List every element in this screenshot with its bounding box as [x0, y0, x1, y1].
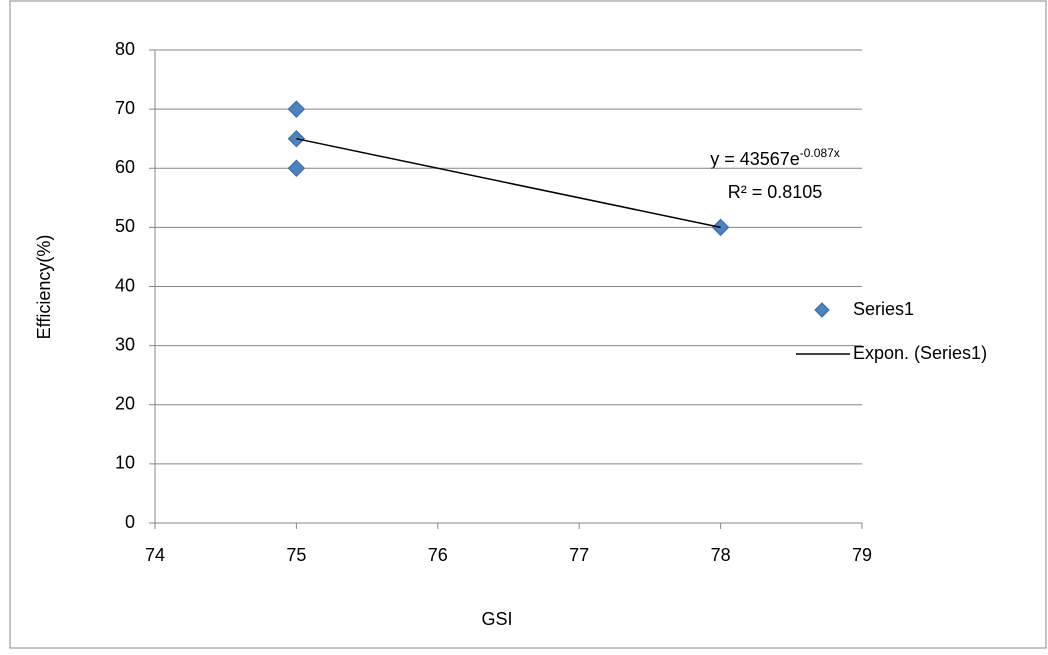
equation-text: y = 43567e — [710, 149, 800, 169]
trend-equation: y = 43567e-0.087x — [710, 146, 840, 169]
y-tick-label: 40 — [115, 275, 135, 295]
legend-marker — [814, 302, 830, 318]
legend-label: Expon. (Series1) — [853, 343, 987, 363]
y-tick-label: 0 — [125, 512, 135, 532]
scatter-point — [287, 100, 306, 118]
chart-border — [9, 0, 1047, 649]
x-tick-label: 75 — [286, 545, 306, 565]
y-axis-label: Efficiency(%) — [34, 235, 54, 340]
scatter-point — [287, 159, 306, 177]
r-squared: R² = 0.8105 — [728, 182, 823, 202]
x-tick-label: 79 — [852, 545, 872, 565]
y-tick-label: 50 — [115, 216, 135, 236]
x-axis-label: GSI — [481, 609, 512, 629]
x-tick-label: 78 — [711, 545, 731, 565]
x-tick-label: 76 — [428, 545, 448, 565]
y-tick-label: 70 — [115, 98, 135, 118]
x-tick-label: 74 — [145, 545, 165, 565]
equation-superscript: -0.087x — [800, 146, 840, 160]
y-tick-label: 60 — [115, 157, 135, 177]
x-tick-label: 77 — [569, 545, 589, 565]
y-tick-label: 20 — [115, 394, 135, 414]
y-tick-label: 10 — [115, 453, 135, 473]
y-tick-label: 80 — [115, 39, 135, 59]
y-tick-label: 30 — [115, 334, 135, 354]
legend-label: Series1 — [853, 299, 914, 319]
trendline — [296, 137, 721, 229]
